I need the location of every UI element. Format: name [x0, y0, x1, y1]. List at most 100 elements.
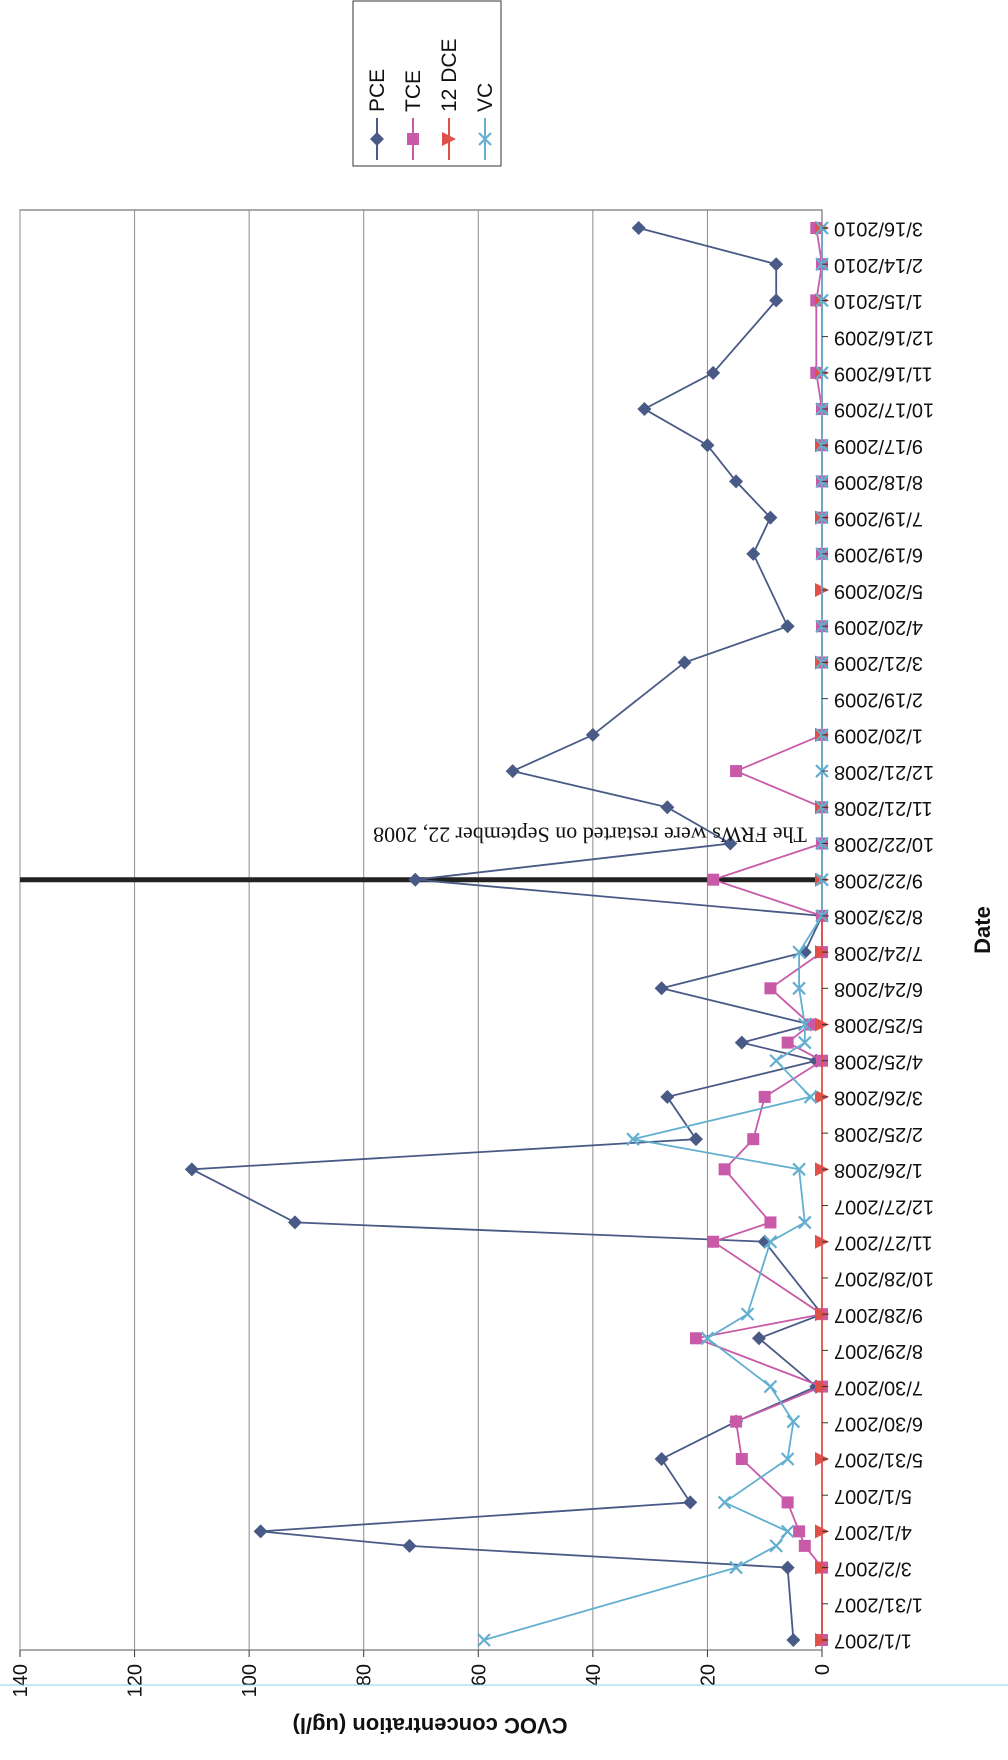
data-point [729, 1560, 743, 1575]
data-point [477, 1633, 491, 1647]
data-point [781, 1036, 794, 1049]
x-tick-label: 5/1/2007 [834, 1485, 912, 1507]
data-point [505, 764, 520, 779]
data-point [700, 1331, 715, 1346]
data-point [683, 1495, 698, 1510]
legend-label: VC [474, 83, 497, 112]
data-point [786, 1414, 801, 1429]
data-point [780, 1452, 795, 1466]
data-point [798, 1017, 812, 1032]
data-point [689, 1332, 702, 1345]
data-point [478, 132, 492, 146]
data-point [769, 257, 784, 272]
x-tick-label: 1/20/2009 [834, 725, 923, 747]
data-point [407, 133, 419, 145]
data-point [763, 1234, 778, 1249]
plot-area [19, 209, 823, 1651]
data-point [631, 221, 646, 235]
data-point [798, 1035, 812, 1050]
x-tick-label: 1/15/2010 [834, 290, 923, 312]
data-point [769, 1539, 783, 1553]
data-point [751, 1331, 766, 1346]
data-point [660, 800, 675, 815]
data-point [803, 1090, 818, 1104]
data-point [764, 1216, 777, 1229]
x-tick-label: 11/21/2008 [834, 797, 933, 819]
legend-item: VC [474, 83, 497, 160]
x-tick-label: 4/25/2008 [834, 1050, 923, 1072]
x-tick-label: 5/31/2007 [834, 1449, 923, 1471]
y-axis-ticks: 0 20 40 60 80 100 120 140 [10, 1650, 834, 1697]
data-point [793, 1525, 806, 1538]
x-tick-label: 7/30/2007 [834, 1376, 923, 1398]
data-point [780, 1560, 795, 1575]
data-point [654, 1451, 669, 1466]
x-tick-label: 1/26/2008 [834, 1159, 923, 1181]
plot-border [19, 209, 823, 1651]
data-point [718, 1163, 731, 1176]
x-tick-label: 10/17/2009 [834, 399, 934, 421]
x-tick-label: 8/23/2008 [834, 906, 923, 928]
data-point [717, 1495, 732, 1510]
x-tick-label: 4/1/2007 [834, 1521, 912, 1543]
data-point [654, 981, 669, 996]
x-tick-label: 1/31/2007 [834, 1594, 923, 1616]
x-tick-label: 4/20/2009 [834, 616, 923, 638]
data-point [763, 1379, 778, 1394]
data-point [730, 765, 743, 778]
data-point [700, 438, 715, 453]
data-point [763, 510, 778, 525]
x-tick-label: 12/27/2007 [834, 1195, 934, 1217]
data-point [781, 1496, 794, 1509]
data-point [729, 474, 744, 489]
data-point [723, 836, 738, 851]
y-tick-label: 100 [239, 1664, 261, 1697]
data-point [734, 1035, 749, 1050]
x-tick-label: 7/24/2008 [834, 942, 923, 964]
x-tick-label: 6/19/2009 [834, 544, 923, 566]
x-tick-label: 8/18/2009 [834, 471, 923, 493]
data-point [442, 132, 456, 146]
data-point [786, 1633, 801, 1647]
data-point [626, 1132, 640, 1146]
data-point [408, 872, 423, 887]
x-tick-label: 7/19/2009 [834, 507, 923, 529]
legend-label: PCE [366, 69, 389, 112]
data-point [792, 945, 806, 959]
data-point [780, 619, 795, 634]
legend-label: TCE [402, 70, 425, 112]
x-tick-label: 1/1/2007 [834, 1630, 912, 1652]
data-point [585, 727, 600, 742]
data-point [747, 1133, 760, 1146]
x-tick-label: 11/27/2007 [834, 1231, 933, 1253]
data-point [688, 1132, 703, 1147]
y-tick-label: 20 [697, 1664, 719, 1686]
data-point [707, 1235, 720, 1248]
x-tick-label: 11/16/2009 [834, 363, 933, 385]
data-point [746, 546, 761, 561]
y-axis-title: CVOC concentration (ug/l) [293, 1713, 568, 1738]
x-tick-label: 6/24/2008 [834, 978, 923, 1000]
y-tick-label: 60 [468, 1664, 490, 1686]
data-point [707, 873, 720, 886]
data-point [792, 1162, 806, 1177]
data-point [637, 402, 652, 417]
data-point [184, 1162, 199, 1177]
data-point [798, 1215, 812, 1230]
data-point [735, 1452, 748, 1465]
x-tick-label: 3/2/2007 [834, 1557, 912, 1579]
data-point [287, 1215, 302, 1230]
data-point [660, 1089, 675, 1104]
y-tick-label: 140 [10, 1664, 32, 1697]
x-tick-label: 2/25/2008 [834, 1123, 923, 1145]
data-point [798, 1539, 811, 1552]
legend-item: TCE [402, 70, 425, 160]
gridlines [19, 210, 708, 1650]
data-point [780, 1524, 795, 1539]
x-tick-label: 5/25/2008 [834, 1014, 923, 1036]
x-tick-label: 9/17/2009 [834, 435, 923, 457]
data-point [706, 365, 721, 380]
y-tick-label: 0 [812, 1664, 834, 1675]
legend-item: 12 DCE [438, 38, 461, 160]
data-point [677, 655, 692, 670]
